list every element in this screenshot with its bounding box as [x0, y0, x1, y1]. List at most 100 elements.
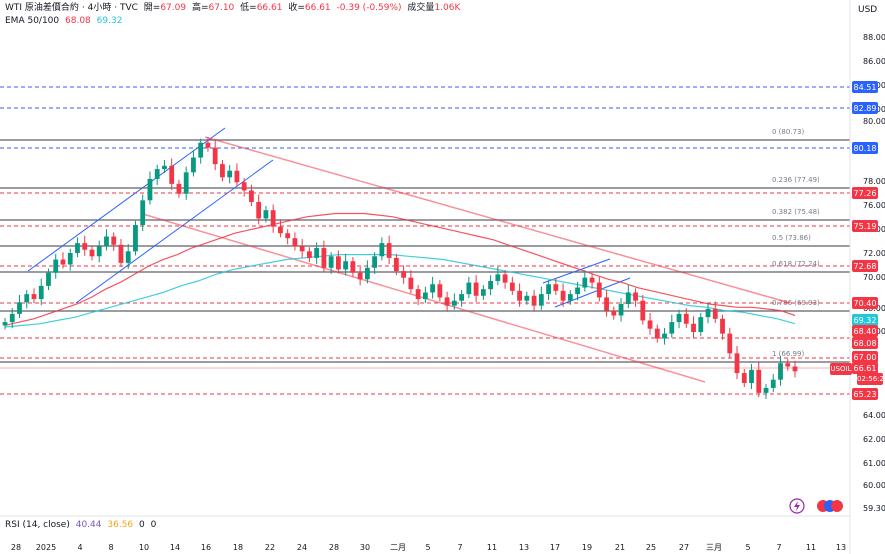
- price-labels: 84.51 82.89 80.18 77.26 75.19 72.68 70.40 69.32…: [852, 81, 878, 400]
- candle-body: [451, 300, 457, 306]
- candle-body: [140, 200, 146, 226]
- candle-body: [698, 317, 704, 332]
- candle-body: [459, 294, 465, 301]
- candle-body: [220, 164, 225, 178]
- candle-body: [198, 142, 204, 158]
- currency-label[interactable]: USD: [858, 5, 878, 15]
- x-tick-label: 14: [170, 543, 180, 552]
- price-label-text: 67.00: [854, 353, 877, 362]
- candle-body: [734, 353, 740, 374]
- y-tick-label: 86.00: [863, 57, 885, 66]
- volume-label: 成交量: [407, 3, 435, 13]
- candle-body: [307, 251, 312, 258]
- ema-label: EMA 50/100: [5, 16, 60, 26]
- x-tick-label: 三月: [706, 543, 722, 552]
- high-label: 高=: [191, 3, 209, 13]
- candle-body: [104, 236, 109, 247]
- candle-body: [611, 310, 617, 316]
- symbol-name[interactable]: WTI 原油差價合約: [5, 3, 79, 13]
- ema50-line: [4, 212, 796, 326]
- candle-body: [111, 236, 117, 245]
- price-label-box: [852, 81, 878, 93]
- candle-body: [749, 369, 754, 383]
- candle-body: [270, 210, 276, 227]
- candle-body: [386, 243, 392, 258]
- x-tick-label: 21: [615, 543, 625, 552]
- candle-body: [785, 363, 791, 367]
- symbol-tag: USOIL: [830, 363, 852, 375]
- candle-body: [466, 282, 472, 295]
- candle-body: [350, 261, 356, 273]
- candle-body: [430, 284, 436, 293]
- ema-legend[interactable]: EMA 50/100 68.08 69.32: [5, 16, 125, 27]
- ema100-line: [4, 254, 796, 328]
- candle-body: [205, 142, 211, 148]
- candle-body: [263, 210, 269, 219]
- rsi-legend[interactable]: RSI (14, close) 40.44 36.56 0 0: [5, 520, 159, 531]
- x-tick-label: 10: [139, 543, 149, 552]
- candle-body: [256, 201, 262, 219]
- blue-channel-upper: [27, 127, 226, 272]
- price-label-box: [852, 142, 878, 154]
- candle-body: [234, 170, 240, 183]
- price-label-text: 82.89: [854, 104, 877, 113]
- candle-body: [778, 363, 783, 380]
- price-label-text: 68.08: [854, 339, 877, 348]
- candle-body: [488, 280, 493, 290]
- x-tick-label: 28: [11, 543, 21, 552]
- candle-body: [669, 322, 675, 334]
- symbol-header: WTI 原油差價合約 · 4小時 · TVC 開=67.09 高=67.10 低=…: [5, 3, 463, 14]
- x-tick-label: 11: [806, 543, 816, 552]
- candle-body: [618, 303, 624, 316]
- rsi-value-2: 36.56: [107, 520, 134, 530]
- candle-body: [212, 147, 218, 165]
- candle-body: [538, 294, 544, 306]
- candles: [2, 136, 798, 399]
- candle-body: [38, 285, 44, 300]
- price-label-text: 84.51: [854, 83, 877, 92]
- y-tick-label: 76.00: [863, 201, 885, 210]
- price-label-box: [852, 220, 878, 232]
- candle-body: [357, 272, 363, 280]
- price-label-box: [852, 102, 878, 114]
- y-tick-label: 64.00: [863, 411, 885, 420]
- event-icons[interactable]: [789, 498, 843, 514]
- fib-label: 1 (66.99): [772, 350, 804, 358]
- y-tick-label: 59.30: [863, 504, 885, 513]
- fib-label: 0.5 (73.86): [772, 234, 811, 242]
- candle-body: [712, 308, 718, 319]
- price-label-text: 75.19: [854, 222, 877, 231]
- blue-channel-small-lower: [554, 277, 631, 308]
- flag-icon-3: [831, 500, 843, 512]
- volume-value: 1.06K: [434, 3, 461, 13]
- candle-body: [575, 287, 580, 295]
- candle-body: [343, 261, 349, 270]
- y-tick-label: 70.00: [863, 273, 885, 282]
- y-tick-label: 61.00: [863, 459, 885, 468]
- candle-body: [480, 289, 486, 296]
- candle-body: [589, 277, 595, 283]
- price-label-box: [852, 388, 878, 400]
- candle-body: [596, 282, 602, 298]
- fib-levels: 0 (80.73) 0.236 (77.49) 0.382 (75.48) 0.5 (…: [0, 128, 850, 363]
- candle-body: [162, 165, 167, 170]
- candle-body: [647, 320, 653, 329]
- x-tick-label: 5: [425, 543, 430, 552]
- candle-body: [67, 252, 73, 265]
- candle-body: [683, 313, 689, 324]
- candle-body: [567, 294, 573, 301]
- price-label-box: [852, 260, 878, 272]
- price-label-text: 80.18: [854, 144, 877, 153]
- candle-body: [9, 313, 15, 323]
- candle-body: [60, 259, 66, 265]
- candle-body: [241, 182, 247, 191]
- candle-body: [676, 313, 682, 323]
- x-tick-label: 2025: [36, 543, 56, 552]
- rsi-value-4: 0: [150, 520, 157, 530]
- candle-body: [625, 292, 631, 304]
- candle-body: [31, 294, 37, 300]
- x-tick-label: 17: [550, 543, 560, 552]
- candle-body: [82, 243, 88, 250]
- x-tick-label: 二月: [390, 543, 406, 552]
